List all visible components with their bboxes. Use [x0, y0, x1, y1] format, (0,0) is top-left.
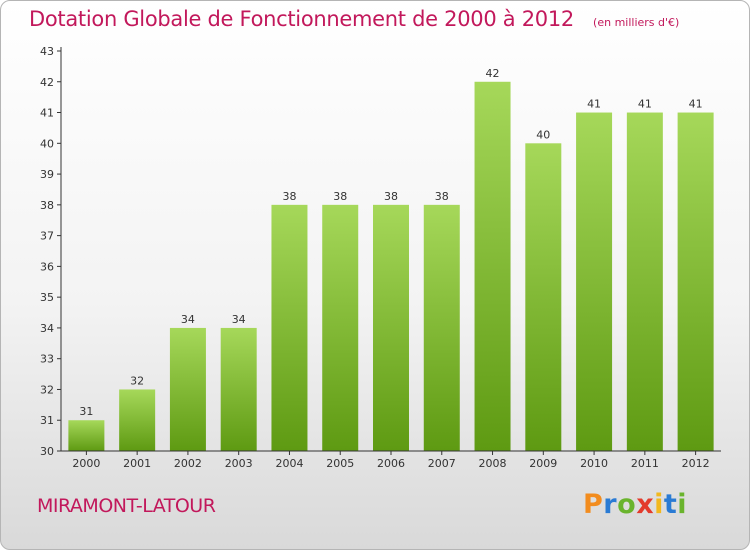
x-tick-label-2012: 2012	[682, 457, 710, 470]
data-label-2006: 38	[384, 190, 398, 203]
bar-2012	[677, 112, 714, 452]
bar-2009	[525, 143, 562, 452]
x-tick-label-2005: 2005	[326, 457, 354, 470]
axes: 2000 2001 2002 2003 2004 2005 2006 2007 2008 2009…	[40, 45, 721, 470]
x-tick-label-2006: 2006	[377, 457, 405, 470]
y-tick-label-31: 31	[40, 414, 54, 427]
bar-2008	[474, 81, 511, 452]
y-tick-label-32: 32	[40, 383, 54, 396]
bar-2000	[68, 420, 105, 451]
bar-2001	[119, 389, 156, 451]
y-tick-label-39: 39	[40, 168, 54, 181]
y-tick-label-36: 36	[40, 260, 54, 273]
bar-2002	[169, 327, 206, 451]
y-tick-label-30: 30	[40, 445, 54, 458]
logo-letter: x	[636, 489, 655, 520]
logo-letter: i	[677, 489, 688, 520]
y-tick-label-40: 40	[40, 137, 54, 150]
logo-letter: P	[583, 489, 604, 520]
logo-letter: o	[617, 489, 637, 520]
x-tick-label-2001: 2001	[123, 457, 151, 470]
commune-name: MIRAMONT-LATOUR	[37, 495, 216, 517]
bar-2003	[220, 327, 257, 451]
data-label-2001: 32	[130, 374, 144, 387]
data-label-2009: 40	[536, 128, 550, 141]
data-label-2000: 31	[79, 405, 93, 418]
bar-2007	[423, 204, 460, 451]
data-label-2011: 41	[638, 98, 652, 111]
data-label-2007: 38	[435, 190, 449, 203]
logo-letter: i	[654, 489, 664, 520]
bar-2010	[576, 112, 613, 452]
data-label-2010: 41	[587, 98, 601, 111]
title-row: Dotation Globale de Fonctionnement de 20…	[29, 7, 679, 31]
chart-title: Dotation Globale de Fonctionnement de 20…	[29, 7, 574, 31]
x-tick-label-2009: 2009	[529, 457, 557, 470]
y-tick-label-33: 33	[40, 353, 54, 366]
x-tick-label-2008: 2008	[479, 457, 507, 470]
y-tick-label-41: 41	[40, 107, 54, 120]
y-tick-label-35: 35	[40, 291, 54, 304]
x-tick-label-2004: 2004	[275, 457, 303, 470]
logo-letter: t	[663, 489, 678, 520]
bar-2005	[322, 204, 359, 451]
chart-subtitle: (en milliers d'€)	[593, 16, 680, 29]
x-tick-label-2003: 2003	[225, 457, 253, 470]
proxiti-logo[interactable]: Proxiti	[583, 489, 687, 520]
x-tick-label-2010: 2010	[580, 457, 608, 470]
y-tick-label-43: 43	[40, 45, 54, 58]
bar-2004	[271, 204, 308, 451]
x-tick-label-2000: 2000	[72, 457, 100, 470]
data-label-2003: 34	[232, 313, 246, 326]
y-tick-label-37: 37	[40, 230, 54, 243]
data-label-2012: 41	[689, 98, 703, 111]
bar-2006	[373, 204, 409, 451]
y-tick-label-42: 42	[40, 76, 54, 89]
logo-letter: r	[603, 489, 618, 520]
data-label-2008: 42	[486, 67, 500, 80]
data-label-2002: 34	[181, 313, 195, 326]
data-label-2004: 38	[282, 190, 296, 203]
y-tick-label-34: 34	[40, 322, 54, 335]
y-tick-label-38: 38	[40, 199, 54, 212]
x-tick-label-2007: 2007	[428, 457, 456, 470]
x-tick-label-2002: 2002	[174, 457, 202, 470]
data-label-2005: 38	[333, 190, 347, 203]
bar-2011	[626, 112, 663, 452]
bars-layer: 31 32 34 34 38 38 38 38 42 40 41 41 41	[68, 67, 714, 452]
x-tick-label-2011: 2011	[631, 457, 659, 470]
